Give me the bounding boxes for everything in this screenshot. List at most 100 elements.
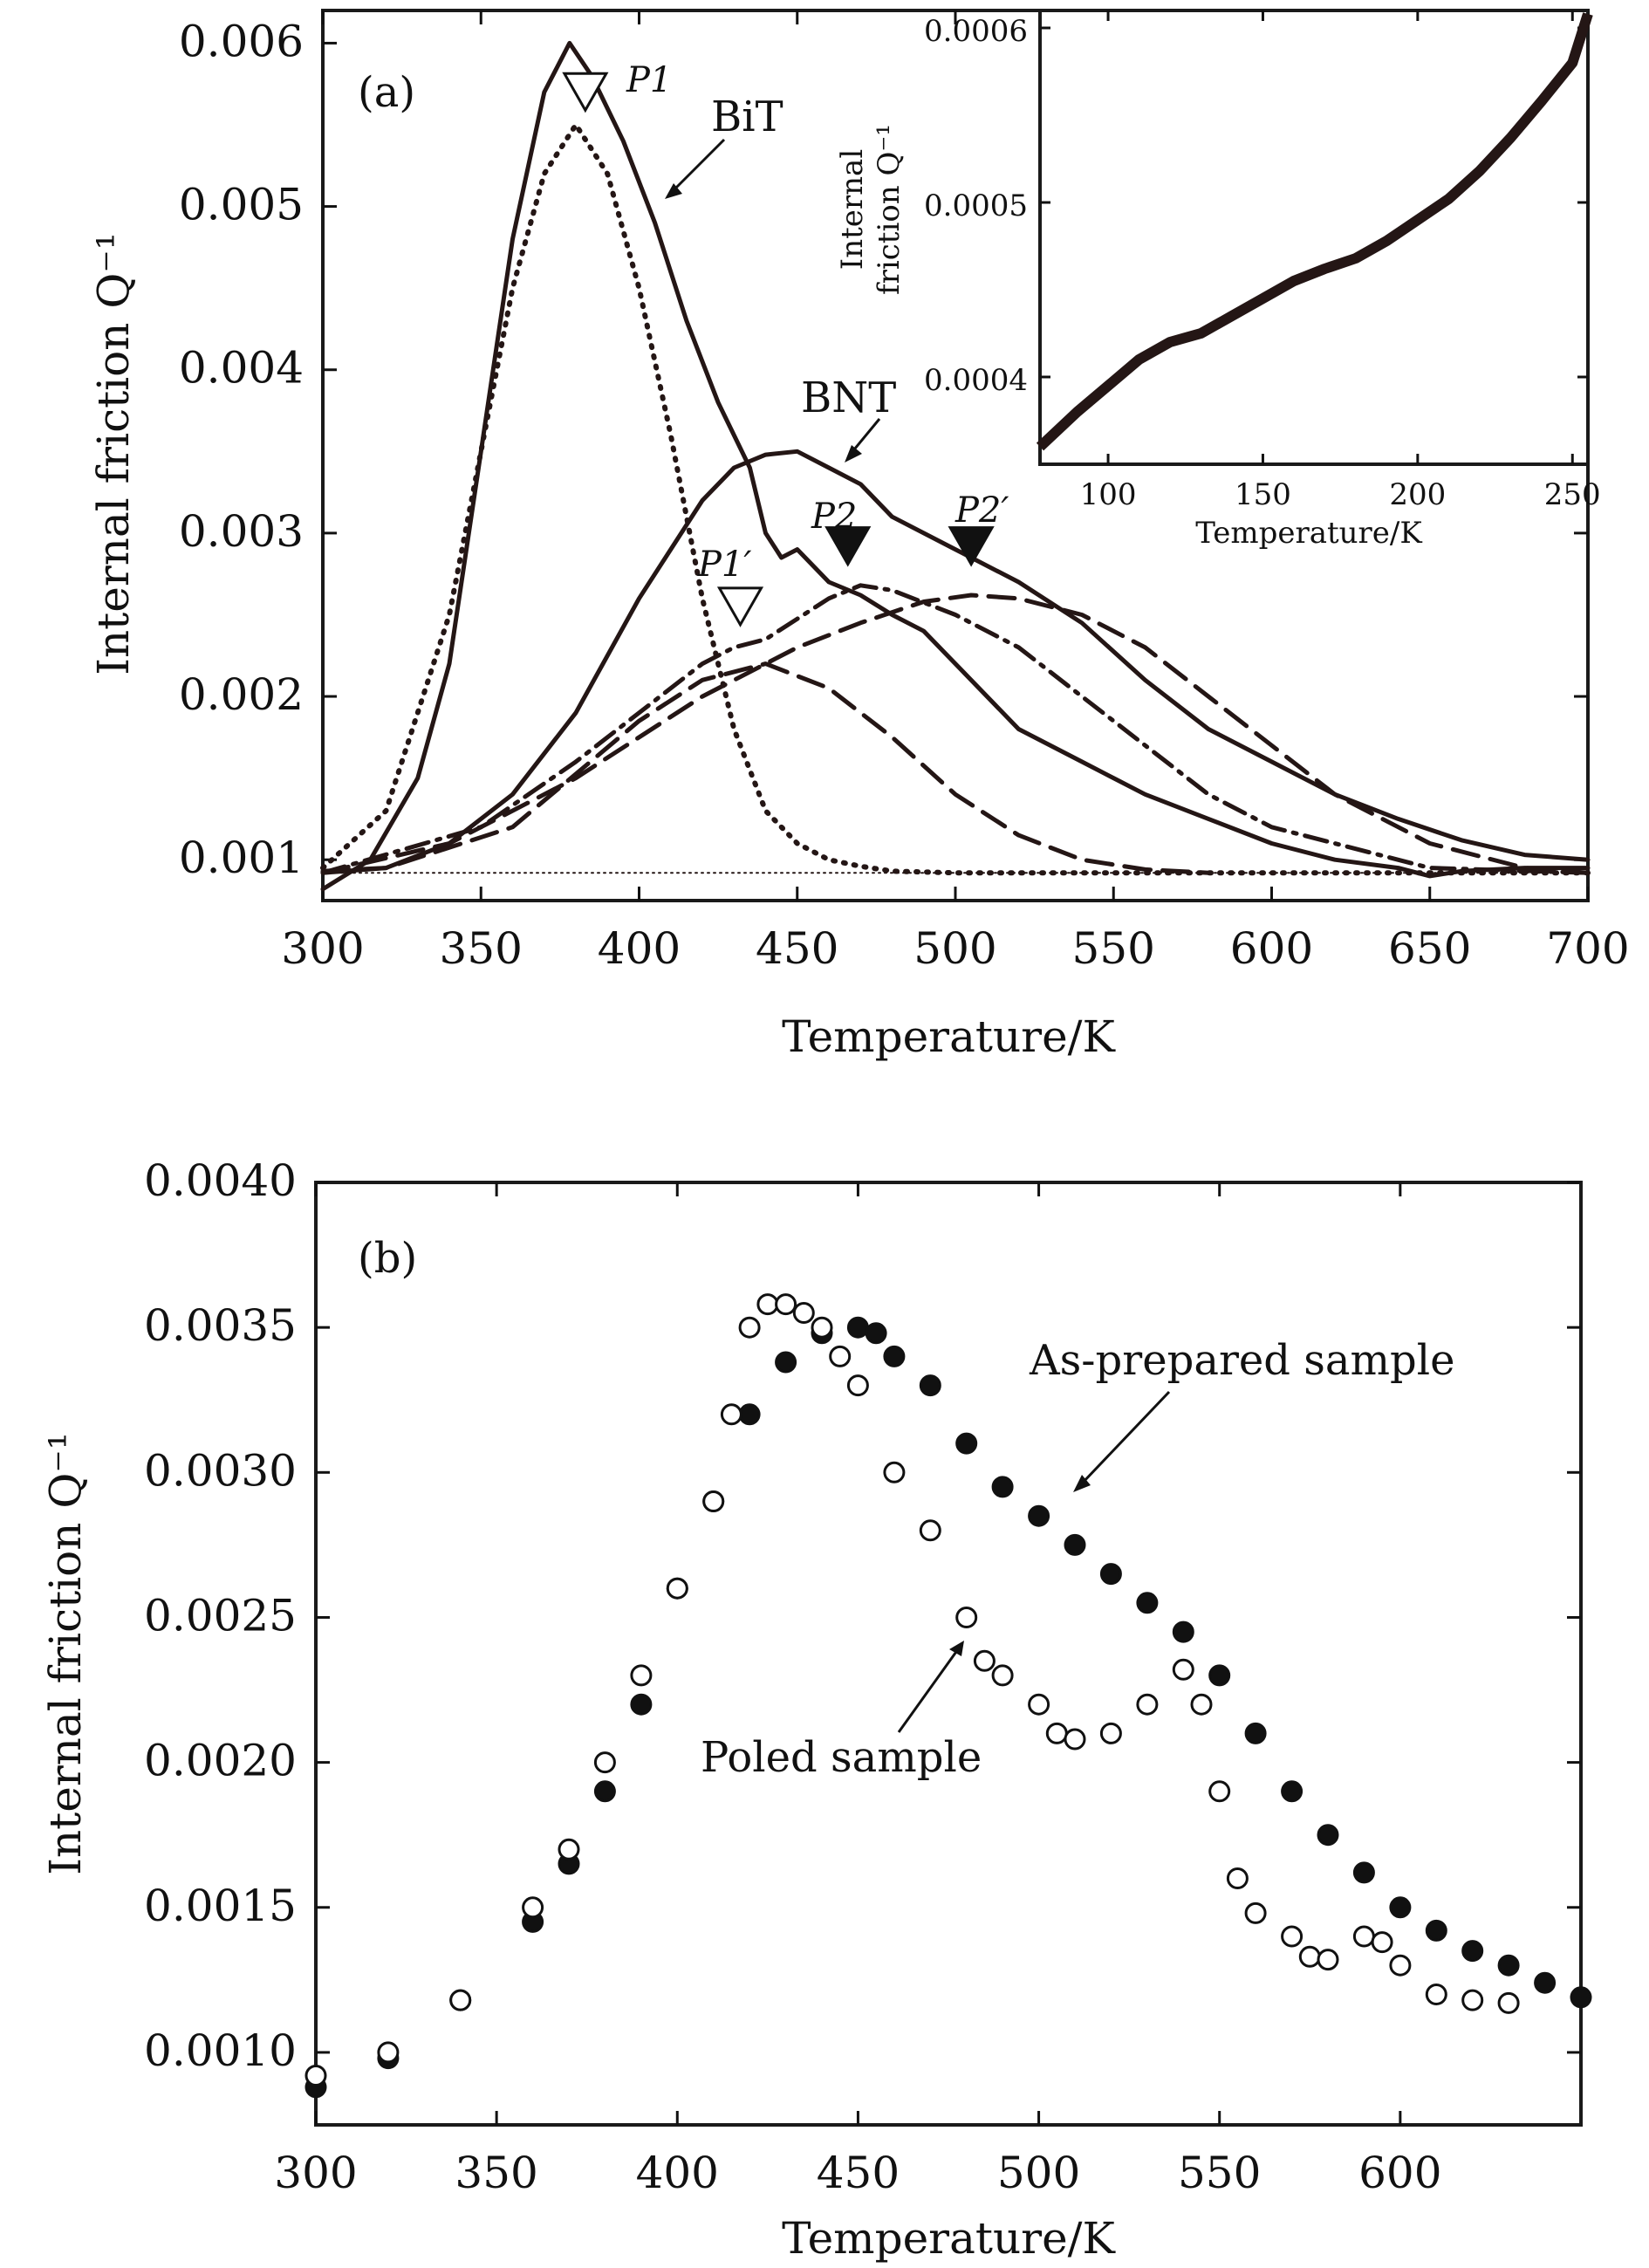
panel-a-y-tick-label-5: 0.006 [179,16,304,66]
inset-x-tick-label-1: 150 [1235,477,1291,512]
panel-b-series-0-point-6 [630,1693,653,1716]
inset-background [1040,10,1588,464]
panel-b-series-0-point-9 [738,1403,761,1426]
panel-a-y-tick-label-3: 0.004 [179,343,304,394]
inset-x-tick-label-0: 100 [1080,477,1137,512]
panel-b-series-1-point-5 [593,1751,616,1774]
panel-b-series-0-point-20 [1099,1563,1122,1586]
panel-b-series-0-point-13 [865,1322,887,1345]
panel-b-series-1-point-7 [666,1577,688,1600]
panel-a-x-tick-label-1: 350 [440,923,523,974]
panel-b-series-1-point-18 [919,1519,941,1542]
annotation-p1-prime: P1′ [697,545,751,585]
panel-b-y-tick-label-6: 0.0040 [144,1155,297,1206]
panel-b-x-tick-label-2: 400 [636,2148,719,2198]
panel-a-peak-marker-2 [824,526,872,567]
arrow-bnt [849,418,881,455]
arrowhead-poled [949,1641,964,1656]
inset-x-tick-label-3: 250 [1544,477,1601,512]
panel-b-series-1-point-8 [702,1490,725,1512]
annotation-poled: Poled sample [701,1733,982,1782]
panel-b-series-0-point-29 [1425,1919,1447,1942]
arrow-as-prepared [1080,1390,1171,1485]
annotation-p1: P1 [626,60,672,100]
panel-b-series-1-point-4 [558,1838,580,1860]
panel-b-series-1-point-29 [1208,1780,1231,1803]
inset-y-axis-label-line1: Internal [835,149,870,270]
panel-b-label: (b) [358,1234,417,1283]
inset-x-tick-label-2: 200 [1389,477,1446,512]
panel-b-series-1-point-14 [811,1316,833,1339]
panel-b-y-tick-label-2: 0.0020 [144,1736,297,1786]
panel-a-ticks: 300 350 400 450 500 550 600 650 700 0.001 0.002 0.0… [179,10,1630,974]
panel-b-series-0-point-14 [883,1345,906,1367]
panel-a-series-1 [320,449,1591,875]
inset-y-tick-label-0: 0.0004 [924,363,1028,398]
panel-b-series-0-point-24 [1244,1722,1267,1744]
panel-b-frame [314,1181,1583,2127]
panel-a-peak-marker-3 [948,526,995,567]
panel-b-series-1-point-35 [1352,1925,1375,1948]
panel-b-series-1-point-39 [1461,1989,1484,2011]
panel-b-series-1-point-10 [738,1316,761,1339]
panel-b-ticks: 300 350 400 450 500 550 600 0.0010 0.0015 0.0020 0… [144,1155,1581,2198]
panel-b-series-1-point-34 [1317,1949,1339,1971]
panel-a-x-tick-label-7: 650 [1388,923,1471,974]
panel-b-series-1-point-27 [1172,1658,1194,1681]
panel-b-series-1-point-24 [1064,1728,1086,1751]
panel-b-y-tick-label-3: 0.0025 [144,1590,297,1641]
panel-b-y-tick-label-1: 0.0015 [144,1881,297,1931]
panel-b-points [304,1293,1592,2099]
arrow-poled [897,1648,960,1733]
panel-a-y-tick-label-1: 0.002 [179,669,304,720]
panel-b-series-0-point-33 [1570,1986,1592,2009]
panel-b-series-1-point-3 [522,1896,544,1919]
panel-a-y-tick-label-0: 0.001 [179,833,304,883]
panel-b-series-1-point-16 [846,1374,869,1397]
panel-b-x-tick-label-4: 500 [997,2148,1080,2198]
panel-b-series-1-point-13 [792,1302,815,1324]
arrow-bit [670,138,726,194]
inset-chart: Temperature/K Internal friction Q⁻¹ 100 1… [835,9,1601,551]
panel-b-series-1-point-22 [1028,1693,1050,1716]
panel-a-x-tick-label-5: 550 [1072,923,1155,974]
annotation-bit: BiT [711,93,783,141]
panel-b-series-1-point-23 [1045,1722,1068,1744]
inset-ticks: 100 150 200 250 0.0004 0.0005 0.0006 [924,10,1601,512]
panel-b-series-0-point-28 [1389,1896,1412,1919]
panel-a-x-tick-label-2: 400 [598,923,681,974]
panel-a-y-axis-label: Internal friction Q⁻¹ [88,232,139,675]
panel-b-series-1-point-37 [1389,1954,1412,1977]
panel-b-y-tick-label-0: 0.0010 [144,2025,297,2076]
inset-lines [1036,12,1593,451]
panel-b-series-1-point-30 [1226,1867,1249,1889]
panel-b-series-0-point-22 [1172,1620,1194,1643]
inset-x-axis-label: Temperature/K [1195,516,1422,551]
panel-b-series-0-point-23 [1208,1664,1231,1687]
panel-b-series-0-point-16 [955,1432,978,1455]
inset-frame [1038,9,1590,466]
inset-series-0 [1036,12,1593,451]
panel-a-series-3 [320,583,1591,875]
annotation-p2-prime: P2′ [955,490,1009,531]
panel-b-series-1-point-1 [377,2041,400,2064]
panel-b-series-1-point-25 [1099,1722,1122,1744]
panel-b-series-1-point-15 [829,1345,852,1367]
panel-a-peak-markers [562,72,995,627]
inset-y-tick-label-2: 0.0006 [924,14,1028,49]
panel-a-x-tick-label-4: 500 [913,923,996,974]
panel-b-series-1-point-26 [1136,1693,1159,1716]
panel-b-series-1-point-33 [1298,1945,1321,1968]
panel-b-series-1-point-6 [630,1664,653,1687]
panel-b-series-0-point-15 [919,1374,941,1397]
panel-b-series-0-point-21 [1136,1592,1159,1614]
panel-a-series-5 [320,593,1591,875]
panel-b-series-0-point-25 [1281,1780,1303,1803]
panel-a-series-0 [320,40,1591,892]
panel-b-series-1-point-38 [1425,1984,1447,2005]
annotation-p2: P2 [811,497,857,537]
panel-b-x-tick-label-6: 600 [1358,2148,1441,2198]
panel-a-label: (a) [358,68,415,117]
panel-b-series-1-point-19 [955,1607,978,1628]
